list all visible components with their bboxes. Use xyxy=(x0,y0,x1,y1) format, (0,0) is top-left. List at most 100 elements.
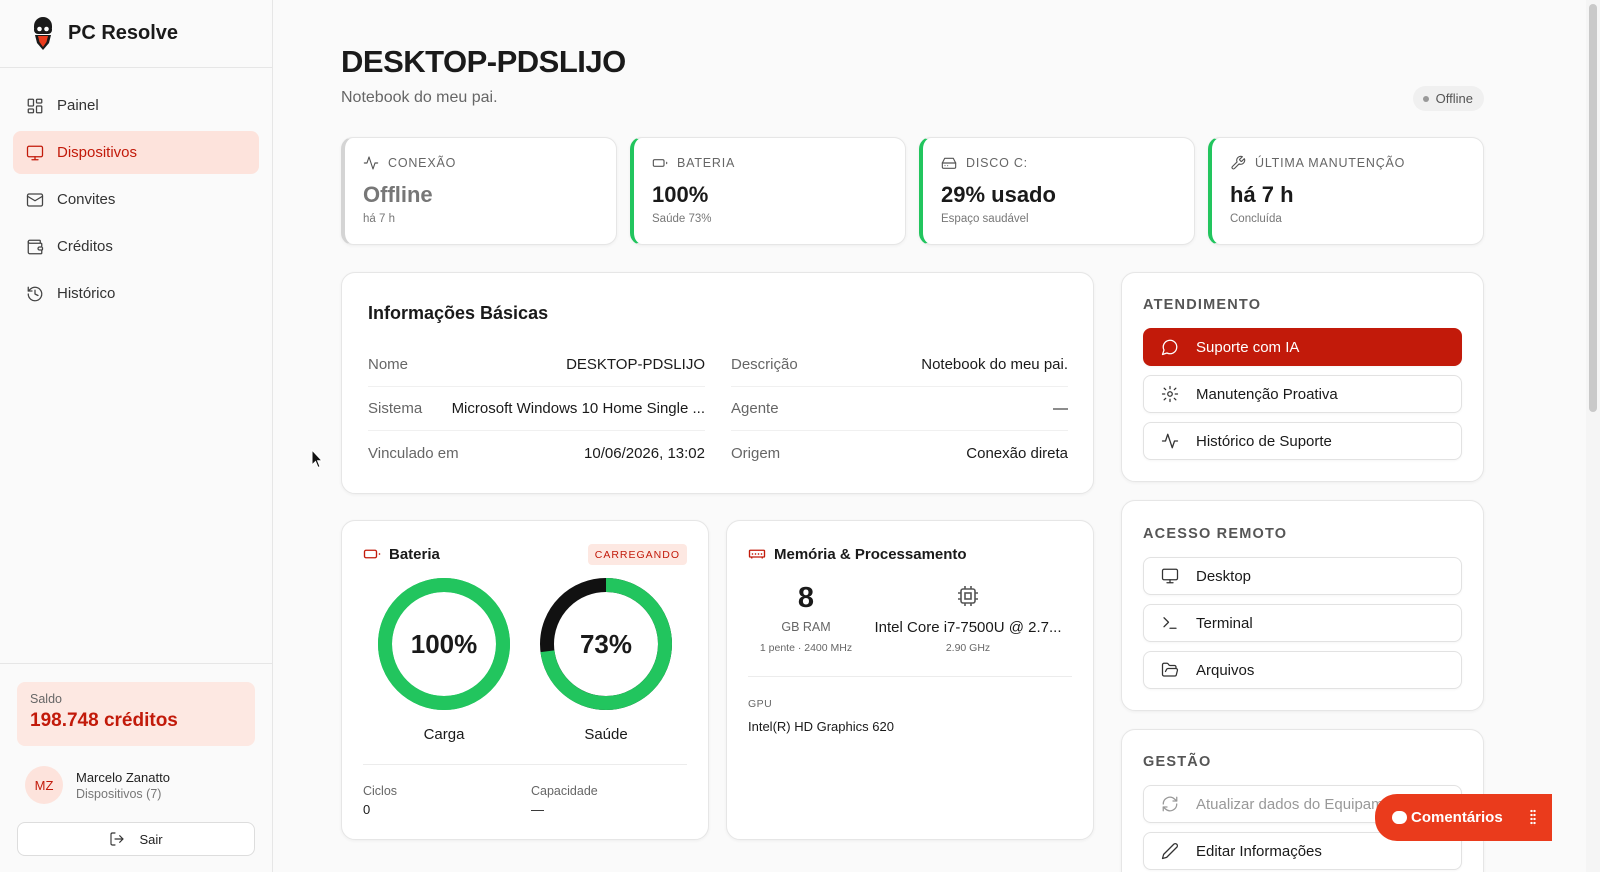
info-value: Microsoft Windows 10 Home Single ... xyxy=(451,400,705,417)
card-title: Memória & Processamento xyxy=(774,545,967,563)
info-row-sistema: Sistema Microsoft Windows 10 Home Single… xyxy=(368,387,705,431)
comments-label: Comentários xyxy=(1411,809,1503,826)
ram-value: 8 xyxy=(797,582,815,614)
terminal-button[interactable]: Terminal xyxy=(1143,604,1462,642)
gauge-fill xyxy=(378,578,510,710)
avatar: MZ xyxy=(25,766,63,804)
sidebar-item-label: Convites xyxy=(57,191,116,208)
info-row-nome: Nome DESKTOP-PDSLIJO xyxy=(368,343,705,387)
charge-gauge-ring: 100% xyxy=(378,578,510,710)
button-label: Atualizar dados do Equipamento xyxy=(1196,795,1413,813)
stat-label: ÚLTIMA MANUTENÇÃO xyxy=(1255,156,1406,170)
stat-value: 29% usado xyxy=(941,182,1056,207)
mouse-cursor-icon xyxy=(311,449,323,469)
button-label: Suporte com IA xyxy=(1196,338,1300,356)
balance-label: Saldo xyxy=(30,692,62,706)
info-label: Agente xyxy=(731,400,779,417)
sidebar-item-historico[interactable]: Histórico xyxy=(13,272,259,315)
cycles-value: 0 xyxy=(363,802,371,817)
hard-drive-icon xyxy=(941,157,957,169)
info-value: 10/06/2026, 13:02 xyxy=(584,444,705,462)
sidebar: PC Resolve Painel Dispositivos Convites … xyxy=(0,0,273,872)
brand-name: PC Resolve xyxy=(68,22,179,44)
comments-button[interactable]: Comentários xyxy=(1375,794,1552,841)
battery-icon xyxy=(363,549,381,559)
gear-icon xyxy=(1161,385,1179,403)
info-row-descricao: Descrição Notebook do meu pai. xyxy=(731,343,1068,387)
memory-icon xyxy=(748,549,766,559)
gauge-label: Carga xyxy=(423,726,465,743)
brand-logo-icon xyxy=(34,16,52,50)
info-value: Notebook do meu pai. xyxy=(921,356,1068,373)
drag-handle-icon[interactable] xyxy=(1530,809,1536,826)
remote-desktop-button[interactable]: Desktop xyxy=(1143,557,1462,595)
terminal-icon xyxy=(1163,617,1177,629)
info-label: Origem xyxy=(731,444,781,462)
scrollbar-thumb[interactable] xyxy=(1589,4,1597,412)
sidebar-item-dispositivos[interactable]: Dispositivos xyxy=(13,131,259,174)
info-label: Sistema xyxy=(368,400,423,417)
charging-badge: CARREGANDO xyxy=(587,544,687,565)
card-title: Informações Básicas xyxy=(368,303,549,323)
sidebar-item-creditos[interactable]: Créditos xyxy=(13,225,259,268)
monitor-icon xyxy=(26,145,44,160)
balance-card: Saldo 198.748 créditos xyxy=(17,682,255,746)
sidebar-item-painel[interactable]: Painel xyxy=(13,84,259,127)
stat-sub: Saúde 73% xyxy=(652,213,712,225)
info-label: Vinculado em xyxy=(368,444,459,462)
info-label: Descrição xyxy=(731,356,798,373)
gauge-value: 100% xyxy=(411,629,478,659)
battery-icon xyxy=(652,159,668,167)
user-info: MZ Marcelo Zanatto Dispositivos (7) xyxy=(17,766,255,804)
brand[interactable]: PC Resolve xyxy=(0,0,272,68)
info-value: DESKTOP-PDSLIJO xyxy=(566,356,705,373)
ram-details: 1 pente · 2400 MHz xyxy=(759,642,853,654)
basic-info-card: Informações Básicas Nome DESKTOP-PDSLIJO… xyxy=(341,272,1094,494)
gpu-value: Intel(R) HD Graphics 620 xyxy=(748,719,894,734)
battery-card: Bateria CARREGANDO 100% Carga 73% Saúde xyxy=(341,520,709,840)
page-subtitle: Notebook do meu pai. xyxy=(341,89,498,106)
history-icon xyxy=(27,286,43,301)
health-gauge-ring: 73% xyxy=(540,578,672,710)
stat-label: CONEXÃO xyxy=(388,156,457,170)
ai-support-button[interactable]: Suporte com IA xyxy=(1143,328,1462,366)
button-label: Terminal xyxy=(1196,614,1253,632)
stat-value: há 7 h xyxy=(1230,182,1294,207)
info-label: Nome xyxy=(368,356,409,373)
status-dot xyxy=(1422,95,1429,102)
button-label: Manutenção Proativa xyxy=(1196,385,1338,403)
support-history-button[interactable]: Histórico de Suporte xyxy=(1143,422,1462,460)
logout-button[interactable]: Sair xyxy=(17,822,255,856)
sidebar-item-label: Dispositivos xyxy=(57,144,138,161)
info-row-agente: Agente — xyxy=(731,387,1068,431)
cpu-name: Intel Core i7-7500U @ 2.7... xyxy=(874,619,1062,636)
stat-card-conexao: CONEXÃO Offline há 7 h xyxy=(341,137,617,245)
capacity-value: — xyxy=(531,802,544,817)
proactive-maintenance-button[interactable]: Manutenção Proativa xyxy=(1143,375,1462,413)
sidebar-item-convites[interactable]: Convites xyxy=(13,178,259,221)
cycles-label: Ciclos xyxy=(363,784,398,798)
monitor-icon xyxy=(1161,568,1179,584)
cpu-info: Intel Core i7-7500U @ 2.7... 2.90 GHz xyxy=(864,582,1072,654)
sidebar-item-label: Créditos xyxy=(57,238,113,255)
stat-card-bateria: BATERIA 100% Saúde 73% xyxy=(630,137,906,245)
logout-label: Sair xyxy=(139,831,163,847)
activity-icon xyxy=(1161,433,1179,449)
page-title: DESKTOP-PDSLIJO xyxy=(341,44,626,79)
health-gauge: 73% Saúde xyxy=(539,577,673,743)
page-scrollbar[interactable] xyxy=(1586,0,1600,872)
ram-unit: GB RAM xyxy=(781,620,831,634)
cpu-speed: 2.90 GHz xyxy=(945,642,991,654)
charge-gauge: 100% Carga xyxy=(377,577,511,743)
balance-value: 198.748 créditos xyxy=(30,710,178,731)
refresh-icon xyxy=(1162,796,1178,812)
logout-icon xyxy=(110,832,125,846)
memory-card: Memória & Processamento 8 GB RAM 1 pente… xyxy=(726,520,1094,840)
files-button[interactable]: Arquivos xyxy=(1143,651,1462,689)
card-title: Bateria xyxy=(389,545,440,563)
stat-sub: Concluída xyxy=(1230,213,1282,225)
stat-label: BATERIA xyxy=(677,156,736,170)
gpu-label: GPU xyxy=(748,698,773,710)
info-value: — xyxy=(1053,400,1068,417)
remote-access-card: ACESSO REMOTO Desktop Terminal Arquivos xyxy=(1121,500,1484,711)
